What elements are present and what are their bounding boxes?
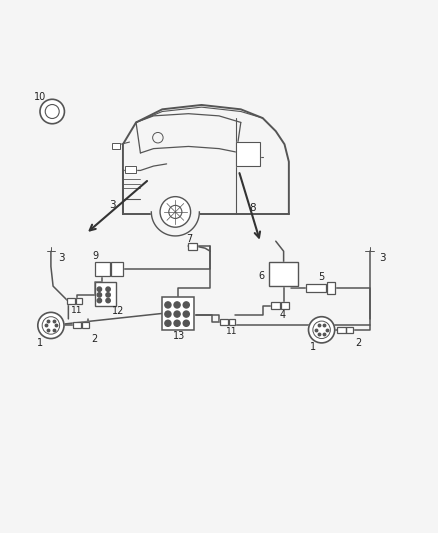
Bar xyxy=(67,298,75,304)
Bar xyxy=(112,143,120,149)
Bar xyxy=(95,262,110,276)
Text: 6: 6 xyxy=(259,271,265,281)
Circle shape xyxy=(174,311,180,317)
Circle shape xyxy=(106,298,110,303)
Bar xyxy=(95,282,116,306)
Bar xyxy=(162,297,194,330)
Bar xyxy=(95,282,116,306)
Circle shape xyxy=(165,311,171,317)
Circle shape xyxy=(174,302,180,308)
Circle shape xyxy=(97,298,102,303)
Text: 12: 12 xyxy=(112,306,124,316)
Bar xyxy=(346,327,353,333)
Bar xyxy=(112,143,120,149)
Bar xyxy=(67,298,75,304)
Bar xyxy=(337,327,346,333)
Bar xyxy=(229,319,235,326)
Text: 5: 5 xyxy=(318,272,325,282)
Text: 1: 1 xyxy=(310,342,316,352)
Bar xyxy=(237,142,261,166)
Bar xyxy=(76,298,82,304)
Text: 11: 11 xyxy=(71,305,83,314)
Bar xyxy=(271,302,280,309)
Text: 3: 3 xyxy=(379,253,386,263)
Circle shape xyxy=(40,99,64,124)
Bar xyxy=(271,302,280,309)
Circle shape xyxy=(160,197,191,227)
Bar xyxy=(73,322,81,328)
Bar xyxy=(125,166,136,173)
Text: 11: 11 xyxy=(226,327,238,336)
Bar xyxy=(111,262,124,276)
Text: 4: 4 xyxy=(280,310,286,319)
Text: 3: 3 xyxy=(59,253,65,263)
Bar xyxy=(237,142,261,166)
Text: 2: 2 xyxy=(92,334,98,344)
Bar xyxy=(111,262,124,276)
Bar xyxy=(327,282,335,294)
Text: 10: 10 xyxy=(34,92,46,102)
Bar xyxy=(327,282,335,294)
Bar xyxy=(281,302,289,309)
Circle shape xyxy=(97,293,102,297)
Bar xyxy=(306,284,326,292)
Text: 3: 3 xyxy=(109,200,115,211)
Bar xyxy=(281,302,289,309)
Circle shape xyxy=(106,293,110,297)
Bar xyxy=(187,243,197,250)
Bar xyxy=(220,319,228,326)
Bar xyxy=(162,297,194,330)
Bar xyxy=(337,327,346,333)
Bar xyxy=(306,284,326,292)
Bar xyxy=(269,262,297,286)
Bar xyxy=(82,322,89,328)
Circle shape xyxy=(38,312,64,338)
Bar xyxy=(125,166,136,173)
Bar xyxy=(76,298,82,304)
Circle shape xyxy=(165,302,171,308)
Bar xyxy=(95,262,110,276)
Circle shape xyxy=(308,317,335,343)
Circle shape xyxy=(174,320,180,326)
Circle shape xyxy=(183,320,189,326)
Circle shape xyxy=(165,320,171,326)
Bar xyxy=(82,322,89,328)
Bar xyxy=(346,327,353,333)
Polygon shape xyxy=(151,212,199,236)
Circle shape xyxy=(106,287,110,292)
Text: 2: 2 xyxy=(356,338,362,348)
Text: 9: 9 xyxy=(93,251,99,261)
Bar xyxy=(229,319,235,326)
Circle shape xyxy=(183,311,189,317)
Text: 13: 13 xyxy=(173,332,185,341)
Circle shape xyxy=(183,302,189,308)
Bar xyxy=(220,319,228,326)
Bar xyxy=(269,262,297,286)
Bar xyxy=(187,243,197,250)
Text: 1: 1 xyxy=(37,338,43,348)
Circle shape xyxy=(97,287,102,292)
Bar xyxy=(73,322,81,328)
Text: 7: 7 xyxy=(186,235,192,245)
Text: 8: 8 xyxy=(250,203,256,213)
